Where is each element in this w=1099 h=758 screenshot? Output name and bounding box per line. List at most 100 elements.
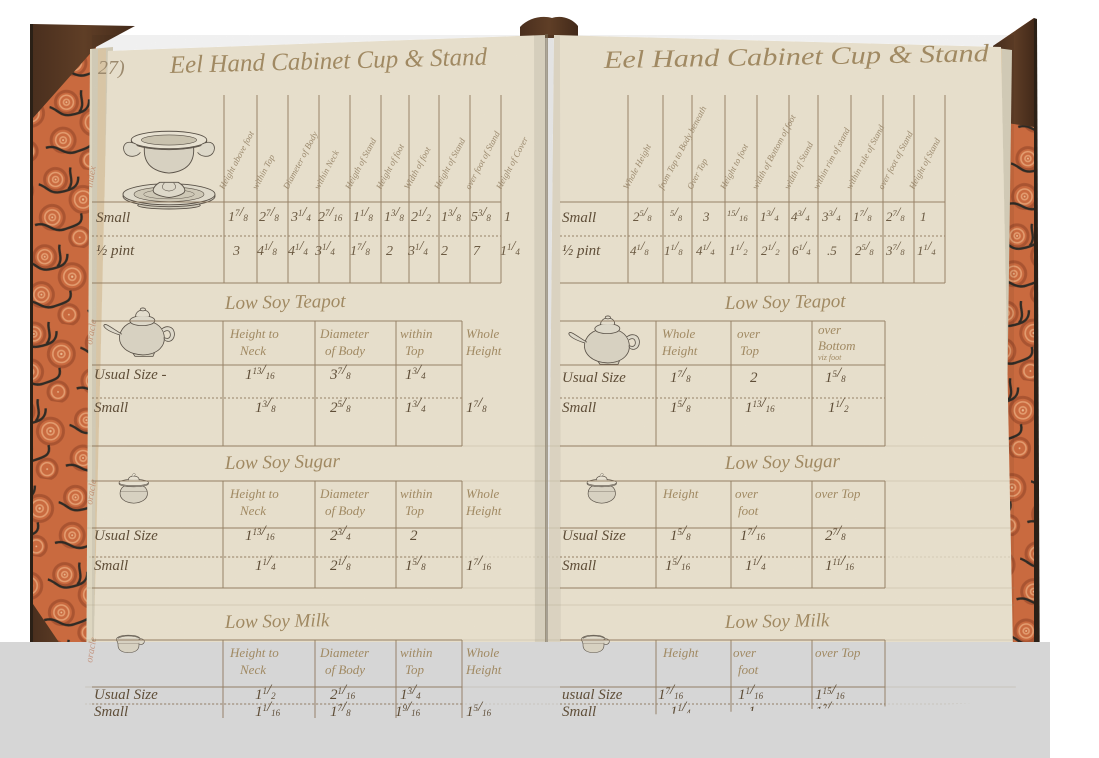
svg-text:Neck: Neck	[239, 503, 266, 518]
svg-text:Whole: Whole	[466, 486, 499, 501]
svg-text:Small: Small	[562, 704, 596, 720]
svg-text:Height above foot: Height above foot	[216, 129, 256, 192]
svg-text:Height to: Height to	[229, 326, 279, 341]
svg-text:1: 1	[748, 704, 756, 720]
svg-text:41/4: 41/4	[696, 238, 715, 258]
svg-text:Low Soy Milk: Low Soy Milk	[224, 610, 330, 633]
svg-text:½ pint: ½ pint	[96, 243, 135, 259]
svg-text:15/8: 15/8	[670, 523, 691, 544]
svg-text:27/8: 27/8	[825, 523, 846, 544]
svg-text:11/16: 11/16	[738, 682, 764, 703]
svg-text:Usual Size: Usual Size	[94, 528, 158, 544]
svg-text:17/16: 17/16	[658, 682, 684, 703]
svg-text:Over Top: Over Top	[685, 156, 710, 191]
svg-text:Whole: Whole	[466, 645, 499, 660]
svg-text:17/8: 17/8	[228, 205, 248, 225]
svg-text:Small: Small	[94, 558, 128, 574]
svg-text:Diameter: Diameter	[319, 486, 370, 501]
svg-text:Height: Height	[465, 503, 502, 518]
svg-text:Height: Height	[465, 343, 502, 358]
svg-text:Small: Small	[96, 210, 130, 226]
svg-text:index: index	[84, 165, 99, 189]
svg-text:31/4: 31/4	[314, 239, 335, 259]
svg-text:2: 2	[750, 370, 758, 386]
svg-text:of Body: of Body	[325, 662, 365, 677]
svg-text:11/4: 11/4	[670, 699, 691, 720]
svg-text:11/4: 11/4	[745, 553, 766, 574]
svg-text:31/4: 31/4	[290, 205, 311, 225]
svg-text:Height: Height	[662, 645, 699, 660]
svg-text:27/16: 27/16	[318, 205, 343, 225]
svg-text:17/8: 17/8	[670, 365, 691, 386]
svg-text:15/16: 15/16	[727, 204, 748, 223]
svg-text:Neck: Neck	[239, 662, 266, 677]
svg-text:17/16: 17/16	[466, 553, 492, 574]
svg-text:Diameter: Diameter	[319, 645, 370, 660]
svg-text:Low Soy Sugar: Low Soy Sugar	[724, 451, 841, 474]
svg-text:oracle: oracle	[84, 478, 99, 506]
svg-text:within Neck: within Neck	[312, 148, 341, 191]
svg-text:foot: foot	[738, 503, 759, 518]
svg-text:Diameter: Diameter	[319, 326, 370, 341]
svg-text:3: 3	[702, 209, 710, 224]
svg-text:Eel Hand Cabinet Cup & Stand: Eel Hand Cabinet Cup & Stand	[168, 44, 487, 79]
svg-text:31/4: 31/4	[407, 239, 428, 259]
svg-text:21/2: 21/2	[761, 238, 780, 258]
svg-text:41/4: 41/4	[288, 239, 308, 259]
svg-text:within: within	[400, 486, 433, 501]
svg-text:11/4: 11/4	[255, 553, 276, 574]
svg-text:Height of Stand: Height of Stand	[906, 136, 942, 192]
svg-text:17/16: 17/16	[740, 523, 766, 544]
svg-text:11/4: 11/4	[500, 239, 520, 259]
svg-text:within Top: within Top	[250, 152, 277, 191]
svg-text:Height of Stand: Height of Stand	[431, 136, 467, 192]
svg-text:21/8: 21/8	[330, 553, 351, 574]
svg-text:Usual Size: Usual Size	[562, 528, 626, 544]
svg-text:Heigth of Stand: Heigth of Stand	[342, 136, 378, 192]
svg-text:of Body: of Body	[325, 503, 365, 518]
svg-text:foot: foot	[738, 662, 759, 677]
svg-text:5/8: 5/8	[670, 204, 683, 223]
svg-text:13/8: 13/8	[384, 205, 404, 225]
svg-text:Low Soy Sugar: Low Soy Sugar	[224, 451, 341, 474]
svg-text:Usual Size: Usual Size	[94, 687, 158, 703]
svg-text:33/4: 33/4	[821, 204, 841, 224]
svg-text:41/8: 41/8	[257, 239, 277, 259]
svg-text:111/16: 111/16	[825, 553, 855, 574]
svg-text:Whole Height: Whole Height	[621, 142, 653, 191]
svg-text:21/2: 21/2	[411, 205, 431, 225]
svg-text:Whole: Whole	[662, 326, 695, 341]
svg-text:11/2: 11/2	[255, 682, 276, 703]
svg-text:17/8: 17/8	[350, 239, 370, 259]
svg-text:15/16: 15/16	[665, 553, 691, 574]
svg-text:37/8: 37/8	[885, 238, 905, 258]
svg-text:viz foot: viz foot	[818, 353, 842, 362]
svg-text:2: 2	[386, 244, 393, 259]
svg-text:15/8: 15/8	[825, 365, 846, 386]
svg-text:1: 1	[504, 210, 511, 225]
svg-text:Low Soy Teapot: Low Soy Teapot	[724, 291, 847, 314]
svg-text:11/8: 11/8	[664, 238, 683, 258]
svg-text:½ pint: ½ pint	[562, 243, 601, 259]
svg-text:Top: Top	[405, 662, 425, 677]
svg-text:Top: Top	[740, 343, 760, 358]
svg-text:17/8: 17/8	[466, 395, 487, 416]
svg-text:.5: .5	[827, 243, 837, 258]
svg-text:13/8: 13/8	[441, 205, 461, 225]
svg-text:Whole: Whole	[466, 326, 499, 341]
svg-text:15/8: 15/8	[405, 553, 426, 574]
svg-text:7: 7	[473, 244, 481, 259]
svg-text:1: 1	[920, 209, 927, 224]
svg-text:25/8: 25/8	[633, 204, 652, 224]
svg-text:61/4: 61/4	[792, 238, 811, 258]
svg-text:oracle: oracle	[84, 318, 99, 346]
svg-text:over Top: over Top	[815, 486, 861, 501]
svg-text:Small: Small	[562, 210, 596, 226]
svg-text:11/8: 11/8	[353, 205, 373, 225]
svg-text:27): 27)	[98, 57, 125, 79]
svg-text:27/8: 27/8	[886, 204, 905, 224]
svg-text:Neck: Neck	[239, 343, 266, 358]
svg-text:11/2: 11/2	[729, 238, 748, 258]
svg-text:over: over	[818, 322, 842, 337]
svg-text:113/16: 113/16	[245, 523, 275, 544]
